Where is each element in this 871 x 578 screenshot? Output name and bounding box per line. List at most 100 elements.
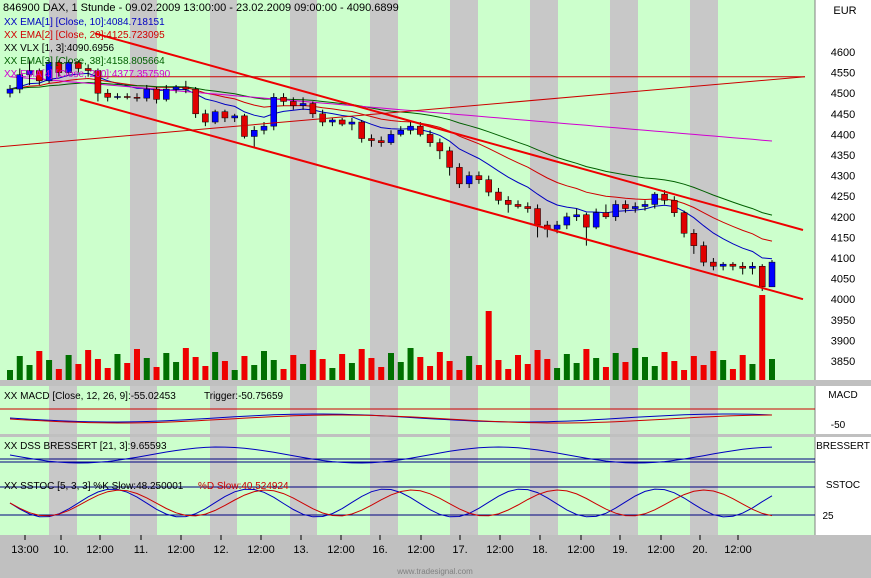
sstoc-d-label: %D Slow:40.524924 [198, 481, 289, 492]
candle-body [84, 68, 92, 71]
volume-bar [661, 352, 668, 380]
candle-body [65, 62, 72, 73]
macd-label: XX MACD [Close, 12, 26, 9]:-55.02453 [4, 391, 176, 402]
bressert-axis-label: BRESSERT [816, 441, 870, 452]
candle-body [758, 265, 766, 288]
x-tick-label: 18. [532, 544, 547, 556]
volume-bar [202, 366, 209, 380]
volume-bar [739, 355, 746, 380]
volume-bar [153, 367, 160, 380]
candle-body [485, 179, 492, 193]
session-stripe [49, 0, 77, 380]
volume-bar [26, 365, 33, 380]
candle-body [280, 97, 287, 102]
session-stripe [210, 479, 237, 535]
x-tick-label: 11. [134, 544, 148, 556]
session-stripe [370, 437, 398, 479]
candle-body [495, 191, 502, 201]
candle-body [446, 150, 453, 168]
x-tick-label: 12:00 [86, 544, 114, 556]
volume-bar [368, 358, 375, 380]
price-tick-label: 4100 [831, 253, 855, 265]
session-stripe [130, 386, 157, 434]
candle-body [16, 74, 24, 90]
candle-body [592, 212, 600, 228]
candle-body [651, 193, 659, 205]
volume-bar [280, 369, 287, 380]
session-stripe [450, 386, 478, 434]
session-stripe [530, 437, 558, 479]
candle-body [573, 214, 580, 218]
x-tick-label: 12:00 [647, 544, 675, 556]
session-stripe [130, 0, 157, 380]
candle-body [583, 214, 590, 228]
x-tick-label: 12:00 [327, 544, 355, 556]
candle-body [622, 204, 629, 209]
session-stripe [210, 386, 237, 434]
volume-bar [749, 364, 756, 380]
session-stripe [210, 0, 237, 380]
sstoc-k-line [9, 488, 773, 518]
candle-body [671, 200, 678, 213]
session-stripe [290, 0, 317, 380]
price-tick-label: 3900 [831, 335, 855, 347]
session-stripe [49, 386, 77, 434]
bressert-line [9, 446, 773, 464]
candle-body [231, 115, 238, 119]
footer-credit: www.tradesignal.com [396, 567, 473, 576]
price-tick-label: 3950 [831, 315, 855, 327]
price-tick-label: 4600 [831, 47, 855, 59]
sstoc-tick: 25 [822, 511, 834, 522]
session-stripe [530, 479, 558, 535]
price-tick-label: 4200 [831, 212, 855, 224]
volume-bar [231, 370, 238, 380]
price-tick-label: 4400 [831, 129, 855, 141]
macd-axis-label: MACD [828, 390, 857, 401]
candle-body [514, 204, 522, 207]
x-tick-label: 12:00 [724, 544, 752, 556]
session-stripe [370, 0, 398, 380]
candle-body [661, 193, 668, 201]
price-tick-label: 3850 [831, 356, 855, 368]
chart-title: 846900 DAX, 1 Stunde - 09.02.2009 13:00:… [3, 2, 399, 14]
volume-bar [94, 359, 101, 380]
x-tick-label: 12:00 [247, 544, 275, 556]
candle-body [719, 263, 727, 267]
candle-body [143, 88, 151, 99]
session-stripe [530, 0, 558, 380]
volume-bar [55, 369, 62, 380]
volume-bar [85, 350, 92, 380]
candle-body [45, 62, 53, 82]
volume-bar [759, 295, 766, 380]
volume-bar [651, 366, 658, 380]
candle-body [377, 140, 385, 143]
candle-body [553, 224, 561, 230]
volume-bar [720, 360, 727, 380]
price-tick-label: 4550 [831, 68, 855, 80]
volume-bar [602, 367, 609, 380]
x-tick-label: 13. [293, 544, 308, 556]
candle-body [250, 130, 258, 137]
volume-bar [114, 354, 121, 380]
price-tick-label: 4350 [831, 150, 855, 162]
volume-bar [290, 355, 297, 380]
volume-bar [495, 360, 502, 380]
candle-body [680, 212, 688, 234]
candle-body [358, 121, 365, 139]
candle-body [319, 113, 326, 123]
candle-body [387, 134, 395, 143]
volume-bar [261, 351, 267, 380]
candle-body [221, 111, 229, 119]
candle-body [749, 265, 756, 269]
candle-body [768, 261, 776, 288]
x-tick-label: 16. [372, 544, 387, 556]
volume-bar [388, 353, 394, 380]
volume-bar [221, 361, 228, 380]
volume-bar [700, 365, 707, 380]
volume-bar [436, 352, 443, 380]
volume-bar [212, 352, 219, 380]
volume-bar [143, 358, 150, 380]
session-stripe [450, 0, 478, 380]
macd-tick: -50 [831, 420, 846, 431]
